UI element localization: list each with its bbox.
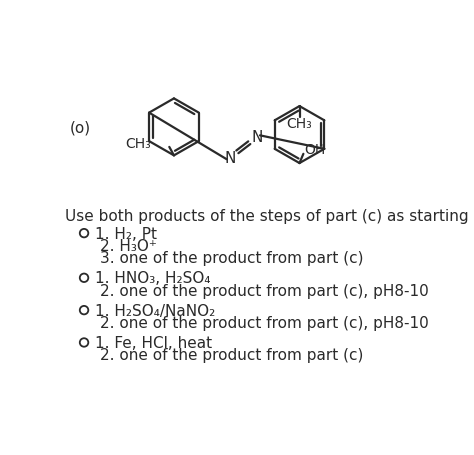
Text: 1. H₂, Pt: 1. H₂, Pt [95, 226, 157, 241]
Text: (o): (o) [70, 120, 91, 135]
Text: N: N [251, 130, 263, 145]
Text: OH: OH [304, 143, 325, 157]
Text: 1. H₂SO₄/NaNO₂: 1. H₂SO₄/NaNO₂ [95, 303, 215, 318]
Text: 1. HNO₃, H₂SO₄: 1. HNO₃, H₂SO₄ [95, 271, 210, 286]
Text: 3. one of the product from part (c): 3. one of the product from part (c) [100, 251, 363, 266]
Text: N: N [224, 151, 236, 166]
Text: 2. H₃O⁺: 2. H₃O⁺ [100, 238, 156, 253]
Text: 2. one of the product from part (c): 2. one of the product from part (c) [100, 348, 363, 363]
Text: Use both products of the steps of part (c) as starting material.: Use both products of the steps of part (… [65, 208, 474, 223]
Text: CH₃: CH₃ [287, 117, 312, 131]
Text: 1. Fe, HCl, heat: 1. Fe, HCl, heat [95, 335, 212, 350]
Text: 2. one of the product from part (c), pH8-10: 2. one of the product from part (c), pH8… [100, 283, 428, 298]
Text: 2. one of the product from part (c), pH8-10: 2. one of the product from part (c), pH8… [100, 315, 428, 330]
Text: CH₃: CH₃ [125, 137, 151, 151]
